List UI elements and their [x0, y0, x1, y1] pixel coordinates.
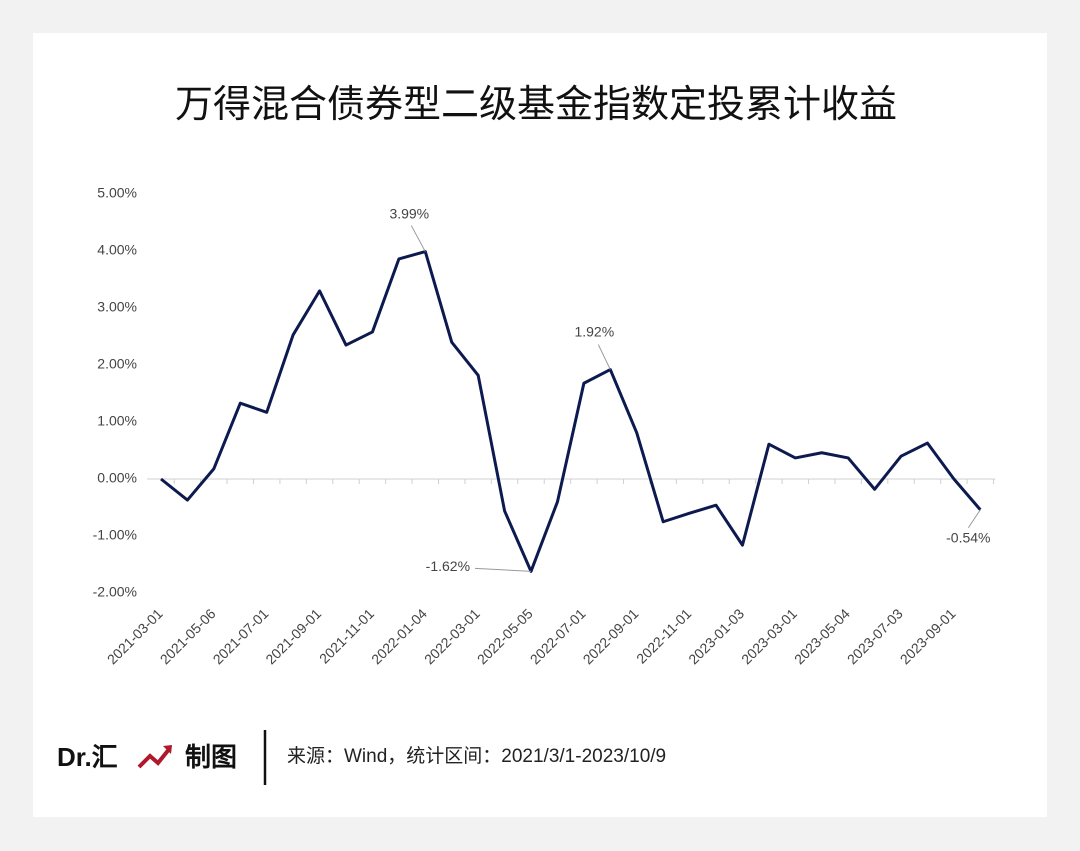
- source: 来源：Wind，统计区间：2021/3/1-2023/10/9: [287, 745, 666, 767]
- brand-icon-head: [163, 745, 172, 754]
- leader-line: [597, 344, 611, 370]
- y-tick-label: -2.00%: [93, 584, 137, 600]
- y-tick-label: 5.00%: [97, 185, 137, 201]
- leader-line: [967, 509, 981, 529]
- data-label: 1.92%: [574, 323, 614, 339]
- y-tick-label: -1.00%: [93, 527, 137, 543]
- line: [160, 250, 982, 573]
- y-tick-label: 0.00%: [97, 470, 137, 486]
- leader-line: [474, 567, 532, 572]
- y-tick-label: 4.00%: [97, 242, 137, 258]
- brand-icon: [137, 746, 172, 769]
- data-label: -0.54%: [946, 529, 990, 545]
- chart-title: 万得混合债券型二级基金指数定投累计收益: [175, 84, 897, 126]
- y-tick-label: 1.00%: [97, 413, 137, 429]
- data-label: -1.62%: [426, 558, 470, 574]
- leader-line: [410, 225, 426, 252]
- brand: Dr.汇: [57, 742, 118, 772]
- card: [33, 33, 1047, 817]
- made: 制图: [185, 742, 237, 772]
- y-tick-label: 3.00%: [97, 299, 137, 315]
- data-label: 3.99%: [389, 205, 429, 221]
- y-tick-label: 2.00%: [97, 356, 137, 372]
